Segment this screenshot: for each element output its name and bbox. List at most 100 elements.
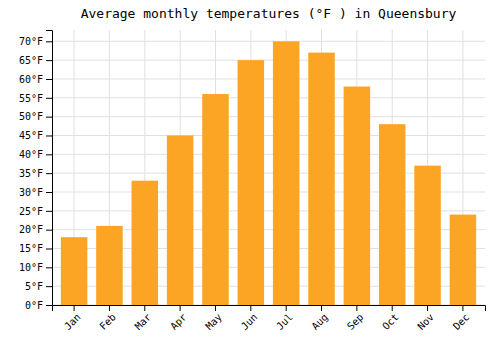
y-tick: 65°F (19, 55, 52, 66)
bar (96, 226, 123, 305)
y-tick-mark (46, 98, 52, 99)
grid-line-y (52, 41, 485, 42)
x-axis-line (53, 306, 486, 312)
y-tick-mark (46, 230, 52, 231)
y-tick-label: 10°F (19, 262, 43, 273)
x-tick-label: Jun (239, 311, 260, 332)
y-tick-label: 70°F (19, 36, 43, 47)
x-tick: Mar (133, 305, 154, 332)
bar (132, 181, 159, 305)
y-tick: 10°F (19, 262, 52, 273)
y-tick-mark (46, 211, 52, 212)
y-tick-label: 45°F (19, 130, 43, 141)
x-tick: Aug (309, 305, 330, 332)
y-tick-label: 15°F (19, 243, 43, 254)
y-tick-mark (46, 60, 52, 61)
bar (308, 53, 335, 305)
x-tick-mark (392, 305, 393, 311)
y-tick-mark (46, 79, 52, 80)
x-axis: Jan Feb Mar Apr May Jun Jul Aug Sep Oct Nov Dec (53, 305, 486, 332)
x-tick: Oct (380, 305, 401, 332)
x-tick-label: Sep (345, 311, 366, 332)
bar (414, 166, 441, 305)
x-tick-mark (144, 305, 145, 311)
x-tick-mark (250, 305, 251, 311)
x-tick-label: Dec (451, 311, 472, 332)
bar (273, 41, 300, 305)
y-tick: 40°F (19, 149, 52, 160)
bar (238, 60, 265, 305)
y-tick: 50°F (19, 111, 52, 122)
y-tick: 70°F (19, 36, 52, 47)
y-tick-label: 20°F (19, 224, 43, 235)
grid (52, 30, 485, 305)
y-tick: 55°F (19, 93, 52, 104)
y-tick-mark (46, 117, 52, 118)
grid-line-y (52, 135, 485, 136)
y-tick-label: 30°F (19, 187, 43, 198)
x-tick-label: Mar (133, 311, 154, 332)
x-tick: Jan (62, 305, 83, 332)
y-tick-label: 55°F (19, 93, 43, 104)
bar (379, 124, 406, 305)
y-tick: 0°F (25, 300, 52, 311)
y-tick: 35°F (19, 168, 52, 179)
x-tick-mark (462, 305, 463, 311)
x-tick-label: Jul (274, 311, 295, 332)
x-tick-mark (215, 305, 216, 311)
y-tick-label: 60°F (19, 74, 43, 85)
grid-line-y (52, 116, 485, 117)
x-tick: Jun (239, 305, 260, 332)
plot-area: 0°F 5°F 10°F 15°F 20°F 25°F 30°F 35°F 40°F 45°F 50… (19, 30, 486, 332)
x-tick: Feb (97, 305, 118, 332)
x-tick-label: Aug (309, 311, 330, 332)
title: Average monthly temperatures (°F ) in Qu… (81, 6, 457, 21)
x-tick-label: Nov (415, 311, 436, 332)
y-tick-mark (46, 135, 52, 136)
x-tick-mark (286, 305, 287, 311)
y-tick-mark (46, 173, 52, 174)
y-tick: 60°F (19, 74, 52, 85)
x-tick: Nov (415, 305, 436, 332)
x-tick-label: Apr (168, 311, 189, 332)
bar (450, 215, 477, 305)
x-tick: Jul (274, 305, 295, 332)
x-tick-mark (109, 305, 110, 311)
y-tick-mark (46, 41, 52, 42)
x-tick-mark (74, 305, 75, 311)
y-tick-mark (46, 305, 52, 306)
y-axis-line (46, 31, 53, 306)
x-tick-label: May (203, 311, 224, 332)
y-tick: 15°F (19, 243, 52, 254)
y-tick-label: 65°F (19, 55, 43, 66)
bar (167, 135, 194, 305)
y-tick-label: 5°F (25, 281, 43, 292)
chart: 0°F 5°F 10°F 15°F 20°F 25°F 30°F 35°F 40°F 45°F 50… (0, 0, 500, 350)
y-tick-label: 0°F (25, 300, 43, 311)
y-tick-mark (46, 192, 52, 193)
bars (61, 41, 476, 305)
bar (344, 87, 371, 305)
y-tick-label: 40°F (19, 149, 43, 160)
y-tick-mark (46, 248, 52, 249)
y-tick-mark (46, 286, 52, 287)
grid-line-y (52, 78, 485, 79)
grid-line-y (52, 97, 485, 98)
x-tick: May (203, 305, 224, 332)
y-tick-label: 35°F (19, 168, 43, 179)
bar (202, 94, 229, 305)
y-tick-mark (46, 267, 52, 268)
x-tick-label: Feb (97, 311, 118, 332)
x-tick-mark (356, 305, 357, 311)
x-tick: Dec (451, 305, 472, 332)
x-tick: Apr (168, 305, 189, 332)
y-tick: 45°F (19, 130, 52, 141)
y-tick-label: 50°F (19, 111, 43, 122)
bar (61, 237, 88, 305)
x-tick-label: Oct (380, 311, 401, 332)
y-tick-mark (46, 154, 52, 155)
x-tick-label: Jan (62, 311, 83, 332)
y-tick: 25°F (19, 206, 52, 217)
y-axis: 0°F 5°F 10°F 15°F 20°F 25°F 30°F 35°F 40°F 45°F 50… (19, 31, 53, 311)
y-tick: 5°F (25, 281, 52, 292)
